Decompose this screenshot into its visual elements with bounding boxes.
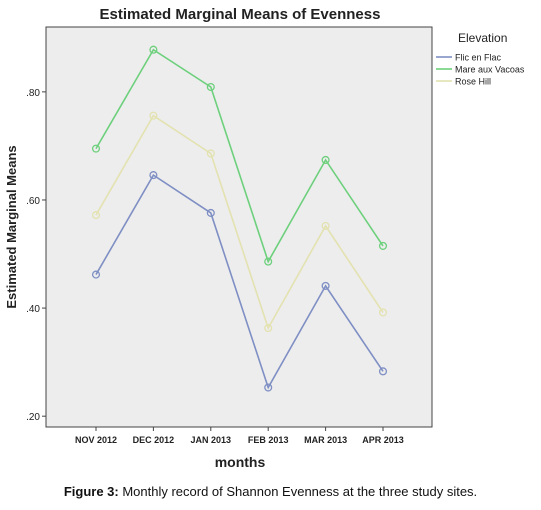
series-line xyxy=(95,114,384,331)
series-flic-en-flac xyxy=(91,171,388,392)
x-axis: NOV 2012 DEC 2012 JAN 2013 FEB 2013 MAR 2013… xyxy=(75,427,404,445)
chart: Estimated Marginal Means of Evenness .20… xyxy=(4,6,525,470)
y-tick-label: .40 xyxy=(26,304,40,315)
x-tick-label: NOV 2012 xyxy=(75,435,117,445)
data-point xyxy=(378,367,388,376)
data-point xyxy=(149,171,158,180)
data-point xyxy=(206,149,215,158)
data-point xyxy=(321,155,330,165)
x-axis-label: months xyxy=(215,454,266,470)
series-line xyxy=(95,48,384,264)
series-line xyxy=(95,173,384,390)
legend: Elevation Flic en Flac Mare aux Vacoas Ros… xyxy=(436,31,525,87)
figure-caption-label: Figure 3: xyxy=(63,484,119,499)
data-point xyxy=(91,211,101,220)
plot-area xyxy=(45,26,433,428)
y-axis-label: Estimated Marginal Means xyxy=(4,145,19,308)
data-point xyxy=(264,324,273,333)
data-point xyxy=(206,208,215,217)
chart-title: Estimated Marginal Means of Evenness xyxy=(100,6,381,23)
data-point xyxy=(149,45,158,54)
x-tick-label: JAN 2013 xyxy=(191,435,232,445)
data-point xyxy=(149,111,158,120)
data-point xyxy=(264,383,273,392)
data-point xyxy=(91,270,101,279)
x-tick-label: APR 2013 xyxy=(362,435,404,445)
data-point xyxy=(378,241,388,250)
series-layer xyxy=(91,45,388,392)
y-tick-label: .80 xyxy=(26,88,40,99)
data-point xyxy=(206,82,215,92)
legend-title: Elevation xyxy=(458,31,507,45)
legend-label: Rose Hill xyxy=(455,77,491,87)
legend-label: Flic en Flac xyxy=(455,53,502,63)
legend-label: Mare aux Vacoas xyxy=(455,65,525,75)
data-point xyxy=(378,308,388,317)
y-tick-label: .20 xyxy=(26,412,40,423)
figure-caption: Figure 3: Monthly record of Shannon Even… xyxy=(0,484,541,499)
x-tick-label: MAR 2013 xyxy=(304,435,347,445)
y-tick-label: .60 xyxy=(26,196,40,207)
data-point xyxy=(91,144,101,153)
x-tick-label: DEC 2012 xyxy=(133,435,175,445)
data-point xyxy=(321,281,330,290)
figure-caption-text: Monthly record of Shannon Evenness at th… xyxy=(118,484,478,499)
series-mare-aux-vacoas xyxy=(91,45,388,266)
x-tick-label: FEB 2013 xyxy=(248,435,289,445)
y-axis: .20 .40 .60 .80 xyxy=(26,88,46,423)
series-rose-hill xyxy=(91,111,388,333)
data-point xyxy=(321,221,330,230)
data-point xyxy=(264,257,273,266)
